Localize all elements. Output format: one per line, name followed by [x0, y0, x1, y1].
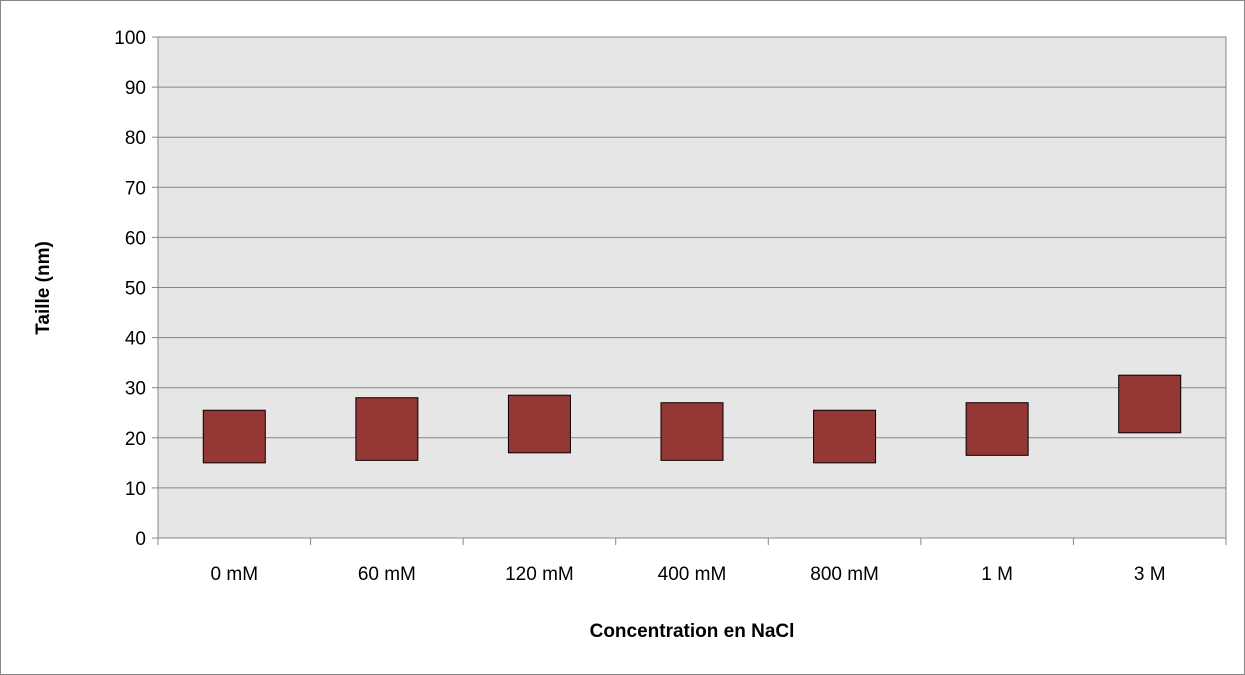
y-axis-title: Taille (nm) — [33, 241, 54, 335]
y-tick-label: 0 — [135, 529, 146, 550]
bar-3 — [660, 402, 724, 461]
y-tick-label: 80 — [125, 128, 146, 149]
x-axis-title: Concentration en NaCl — [590, 621, 795, 642]
y-tick-label: 60 — [125, 228, 146, 249]
x-tick-labels: 0 mM 60 mM 120 mM 400 mM 800 mM 1 M 3 M — [211, 564, 1166, 585]
bar-2 — [507, 394, 571, 454]
axis-ticks — [152, 36, 1227, 545]
y-tick-label: 40 — [125, 329, 146, 350]
bar-5 — [965, 402, 1029, 456]
y-tick-label: 100 — [114, 28, 146, 49]
x-tick-label: 60 mM — [358, 564, 416, 585]
x-tick-label: 1 M — [981, 564, 1013, 585]
y-tick-label: 50 — [125, 279, 146, 300]
y-tick-label: 30 — [125, 379, 146, 400]
x-tick-label: 0 mM — [211, 564, 259, 585]
bar-6 — [1118, 374, 1182, 434]
bar-1 — [355, 397, 419, 461]
y-tick-label: 10 — [125, 479, 146, 500]
bar-4 — [813, 409, 877, 464]
y-tick-labels: 0 10 20 30 40 50 60 70 80 90 100 — [114, 28, 146, 550]
bars — [202, 374, 1182, 464]
x-tick-label: 400 mM — [658, 564, 727, 585]
x-tick-label: 800 mM — [810, 564, 879, 585]
y-tick-label: 20 — [125, 429, 146, 450]
x-tick-label: 120 mM — [505, 564, 574, 585]
y-tick-label: 70 — [125, 178, 146, 199]
x-tick-label: 3 M — [1134, 564, 1166, 585]
bar-0 — [202, 409, 266, 464]
y-tick-label: 90 — [125, 78, 146, 99]
